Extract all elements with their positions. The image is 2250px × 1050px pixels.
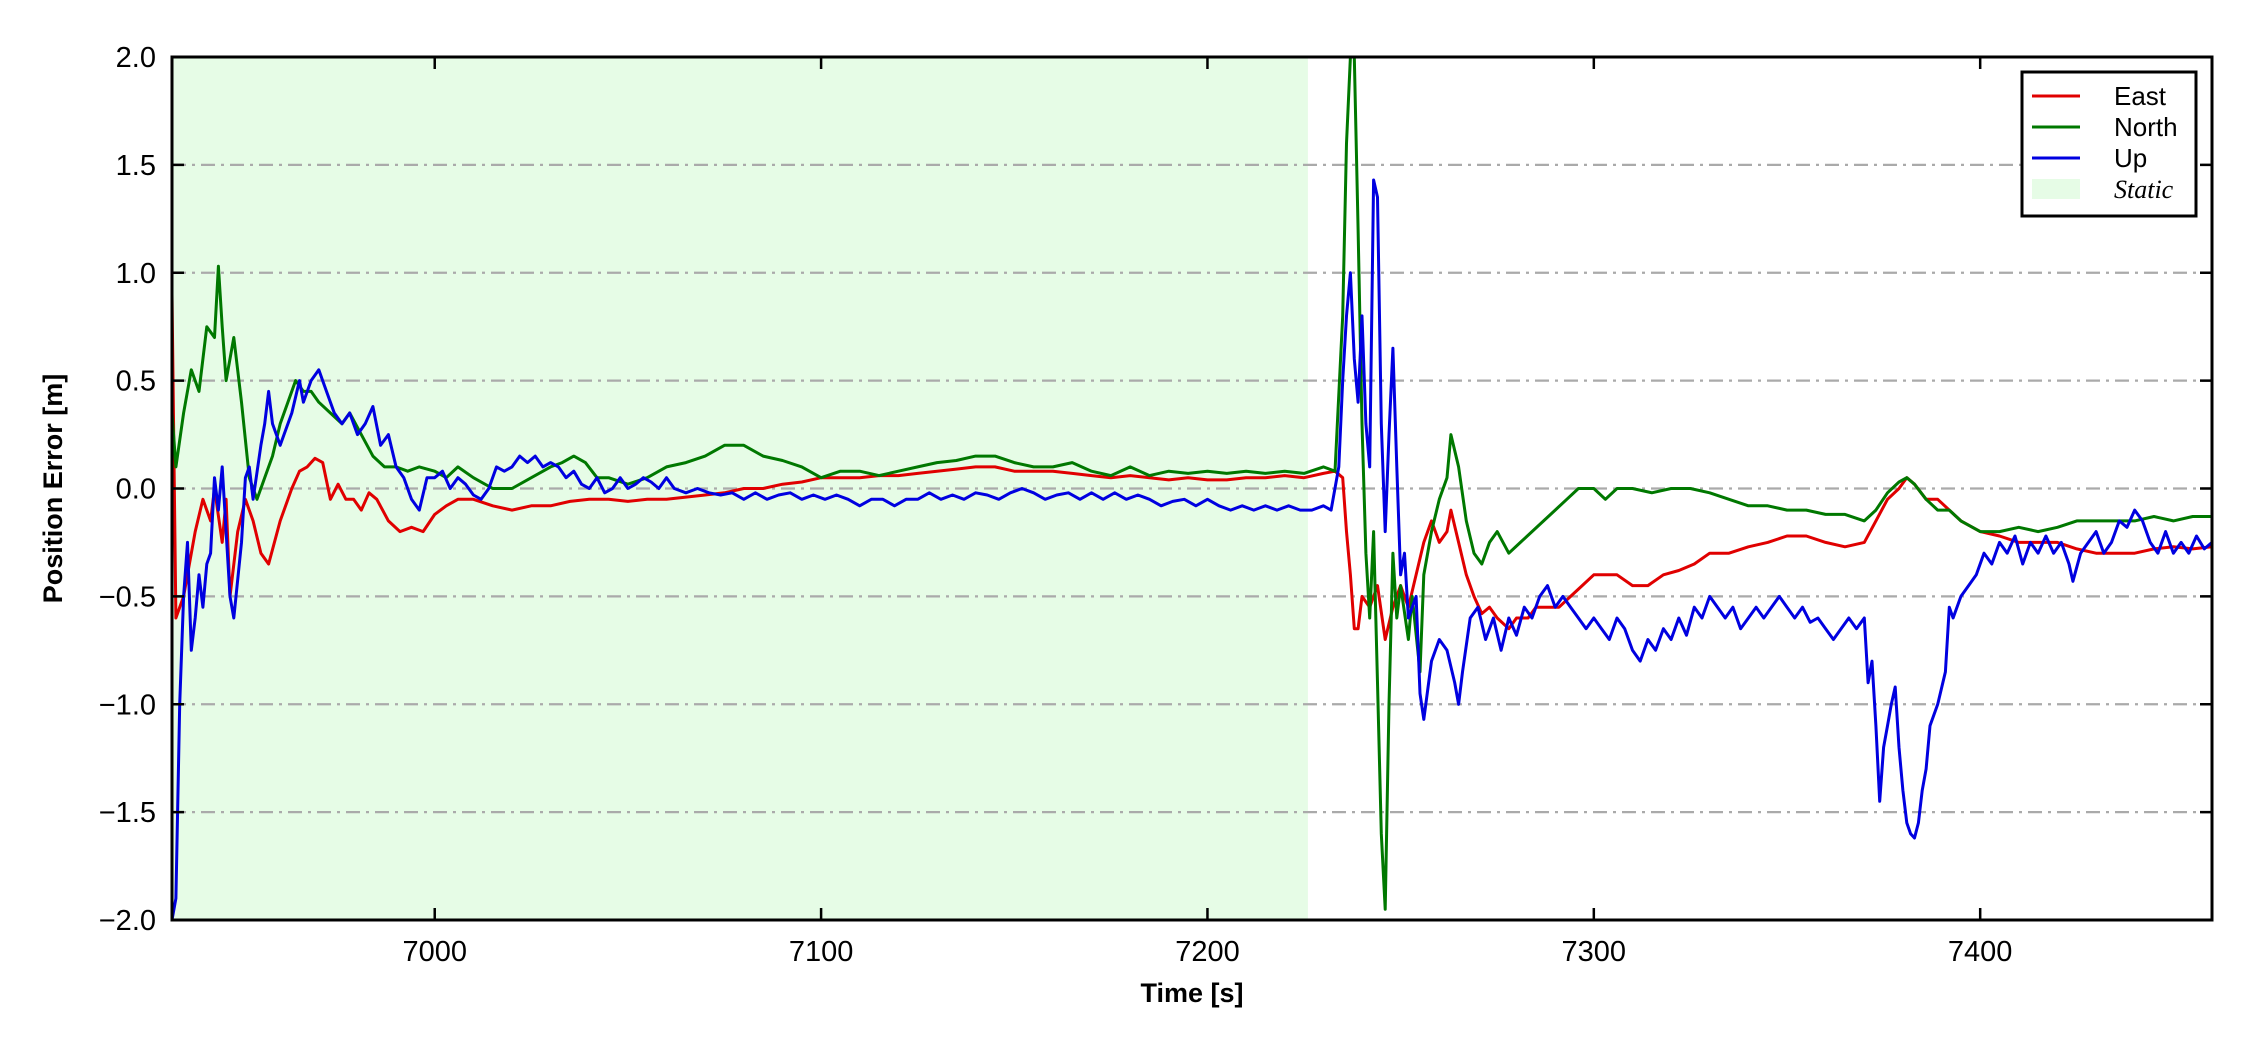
y-tick-label: 0.5 bbox=[116, 366, 156, 398]
y-tick-label: 1.0 bbox=[116, 258, 156, 290]
x-tick-label: 7100 bbox=[789, 936, 854, 968]
legend-label-up: Up bbox=[2114, 143, 2147, 173]
y-tick-label: 1.5 bbox=[116, 150, 156, 182]
legend-swatch-static bbox=[2032, 179, 2080, 199]
x-tick-label: 7400 bbox=[1948, 936, 2013, 968]
y-tick-label: 0.0 bbox=[116, 474, 156, 506]
y-tick-label: −2.0 bbox=[99, 905, 156, 937]
series-line-up bbox=[172, 178, 2212, 920]
series-line-north bbox=[172, 57, 2212, 911]
x-tick-label: 7200 bbox=[1175, 936, 1240, 968]
x-tick-label: 7300 bbox=[1562, 936, 1627, 968]
x-tick-label: 7000 bbox=[402, 936, 467, 968]
x-axis-title: Time [s] bbox=[1140, 978, 1243, 1008]
legend-label-static: Static bbox=[2114, 175, 2174, 204]
legend-label-east: East bbox=[2114, 81, 2167, 111]
series-line-east bbox=[172, 294, 2212, 641]
y-tick-label: −0.5 bbox=[99, 581, 156, 613]
legend-label-north: North bbox=[2114, 112, 2178, 142]
plot-area: 7000 7100 7200 7300 7400 −2.0 −1.5 −1.0 −0.5 0.0 0… bbox=[99, 42, 2214, 968]
y-tick-label: 2.0 bbox=[116, 42, 156, 74]
y-tick-label: −1.5 bbox=[99, 797, 156, 829]
y-axis-title: Position Error [m] bbox=[38, 374, 68, 604]
y-tick-label: −1.0 bbox=[99, 689, 156, 721]
